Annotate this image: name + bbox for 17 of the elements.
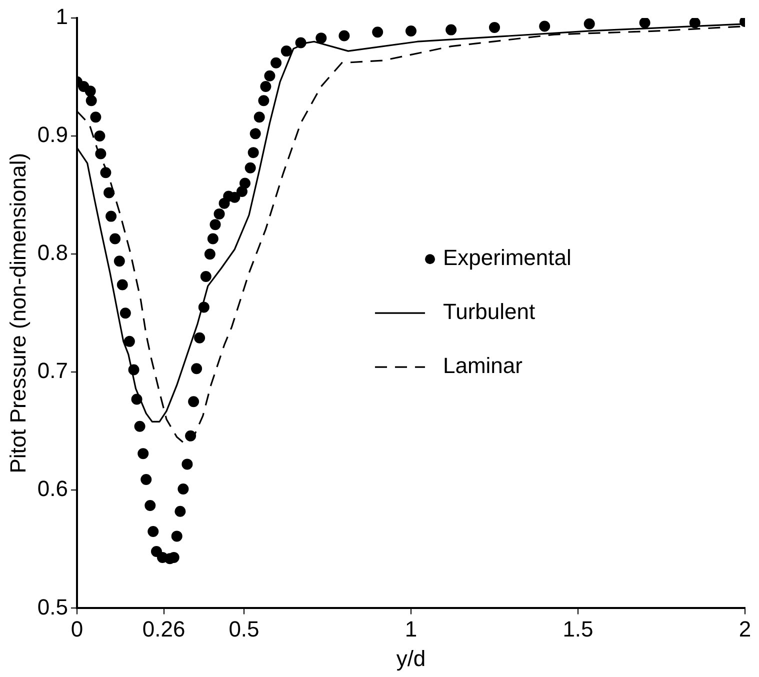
y-tick-label: 0.6 <box>37 476 68 502</box>
x-tick-label: 1 <box>404 616 418 642</box>
y-tick-label: 1 <box>56 4 68 30</box>
y-tick-label: 0.7 <box>37 358 68 384</box>
y-tick-label: 0.5 <box>37 594 68 620</box>
legend-label: Experimental <box>443 245 572 270</box>
legend-label: Laminar <box>443 353 522 378</box>
y-tick-label: 0.8 <box>37 240 68 266</box>
y-axis-title: Pitot Pressure (non-dimensional) <box>5 152 30 474</box>
y-tick-label: 0.9 <box>37 122 68 148</box>
x-tick-label: 0.26 <box>142 616 186 642</box>
x-tick-label: 0 <box>70 616 84 642</box>
x-tick-label: 0.5 <box>228 616 260 642</box>
x-tick-label: 1.5 <box>562 616 594 642</box>
x-tick-label: 2 <box>738 616 752 642</box>
x-axis-title: y/d <box>396 646 426 671</box>
legend-label: Turbulent <box>443 299 536 324</box>
